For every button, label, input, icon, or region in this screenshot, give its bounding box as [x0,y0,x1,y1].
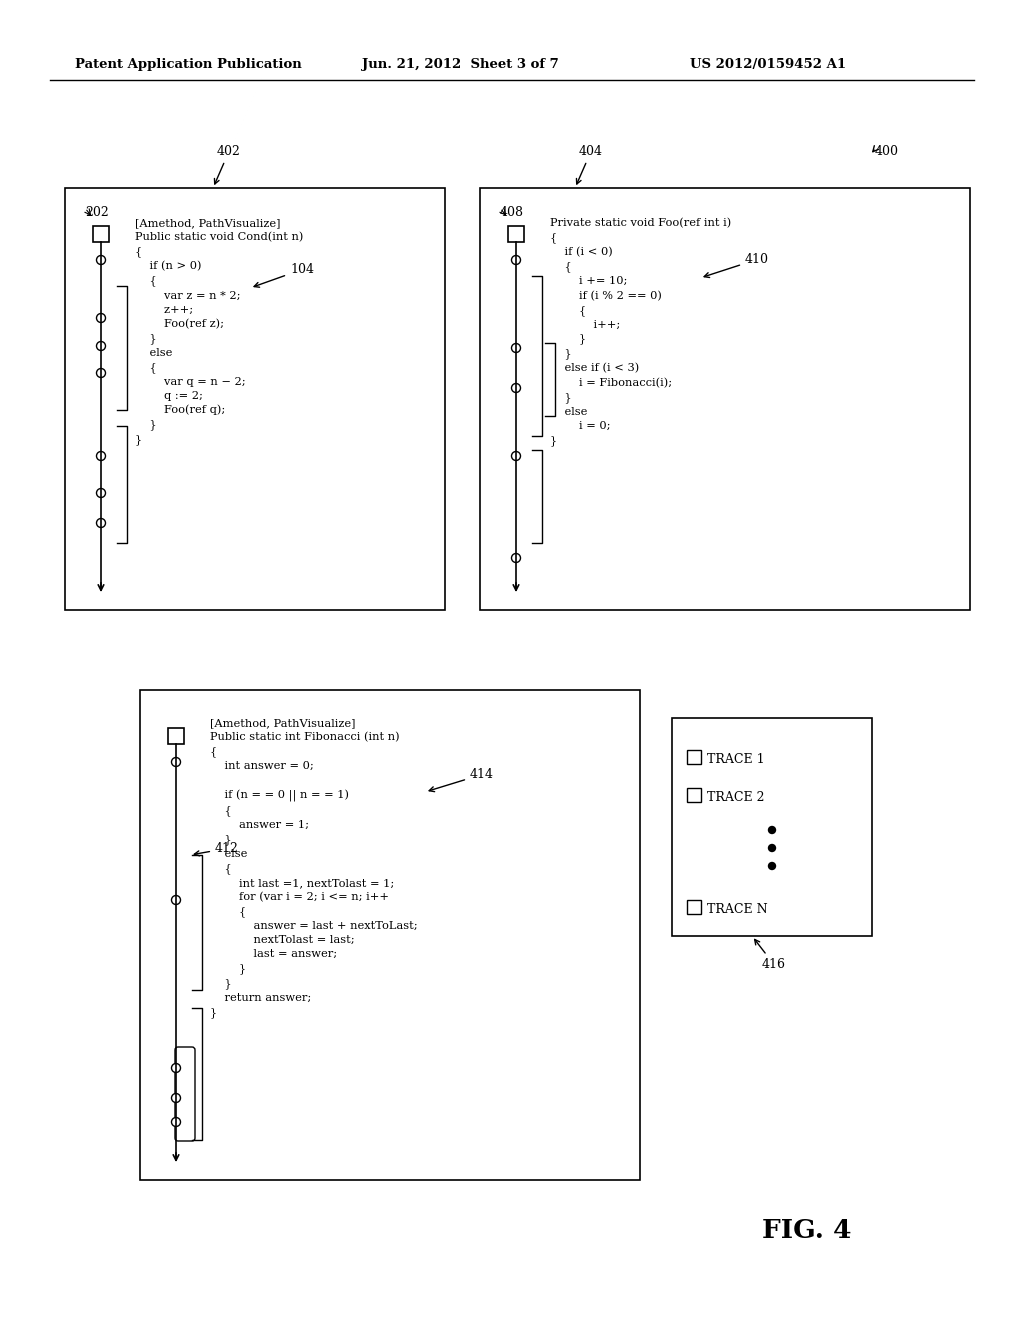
Text: 416: 416 [755,940,786,972]
Bar [687,750,701,764]
Circle shape [96,519,105,528]
Text: 400: 400 [874,145,899,158]
Circle shape [96,488,105,498]
Text: 408: 408 [500,206,524,219]
Circle shape [512,553,520,562]
Text: [Amethod, PathVisualize]
Public static int Fibonacci (int n)
{
    int answer = : [Amethod, PathVisualize] Public static i… [210,718,418,1018]
Text: TRACE 2: TRACE 2 [707,791,765,804]
Circle shape [171,1064,180,1072]
Text: 410: 410 [705,253,769,277]
Circle shape [768,826,775,833]
Text: 412: 412 [195,842,239,855]
Bar [93,226,109,242]
Bar [480,187,970,610]
Text: 414: 414 [429,768,494,792]
Circle shape [96,368,105,378]
Text: 202: 202 [85,206,109,219]
Bar [687,900,701,913]
Bar [508,226,524,242]
Circle shape [512,343,520,352]
Circle shape [96,342,105,351]
Bar [65,187,445,610]
Circle shape [512,384,520,392]
Bar [672,718,872,936]
Circle shape [768,845,775,851]
Text: 402: 402 [214,145,241,183]
Text: [Amethod, PathVisualize]
Public static void Cond(int n)
{
    if (n > 0)
    {
 : [Amethod, PathVisualize] Public static v… [135,218,303,445]
Text: FIG. 4: FIG. 4 [762,1218,852,1243]
Text: Jun. 21, 2012  Sheet 3 of 7: Jun. 21, 2012 Sheet 3 of 7 [362,58,559,71]
Circle shape [96,451,105,461]
Bar [168,729,184,744]
Text: Private static void Foo(ref int i)
{
    if (i < 0)
    {
        i += 10;
     : Private static void Foo(ref int i) { if … [550,218,731,446]
Text: 104: 104 [254,263,314,288]
Circle shape [96,256,105,264]
Circle shape [96,314,105,322]
Text: TRACE 1: TRACE 1 [707,752,765,766]
Circle shape [768,862,775,870]
Text: Patent Application Publication: Patent Application Publication [75,58,302,71]
Circle shape [512,256,520,264]
Circle shape [171,1093,180,1102]
Text: 404: 404 [577,145,603,183]
Text: TRACE N: TRACE N [707,903,768,916]
Circle shape [512,451,520,461]
Circle shape [171,758,180,767]
Bar [140,690,640,1180]
Circle shape [171,1118,180,1126]
Text: US 2012/0159452 A1: US 2012/0159452 A1 [690,58,846,71]
Circle shape [171,895,180,904]
FancyBboxPatch shape [175,1047,195,1140]
Bar [687,788,701,803]
